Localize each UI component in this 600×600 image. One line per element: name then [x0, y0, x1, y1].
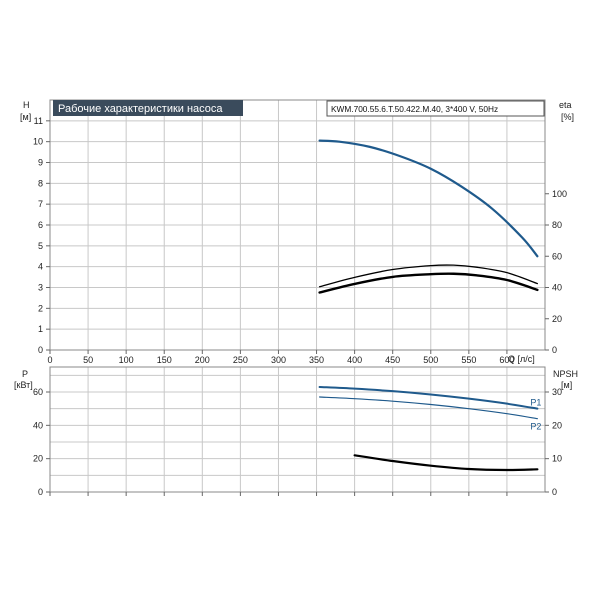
series-label-p2: P2	[530, 422, 541, 432]
head-tick-label: 2	[38, 303, 43, 313]
bottom-plot-frame	[49, 366, 546, 493]
x-tick-label: 250	[233, 355, 248, 365]
head-tick-label: 5	[38, 241, 43, 251]
x-tick-label: 150	[157, 355, 172, 365]
eta-axis-unit: [%]	[561, 112, 574, 122]
power-tick-label: 40	[33, 420, 43, 430]
x-tick-label: 50	[83, 355, 93, 365]
flow-axis-title: Q [л/с]	[508, 354, 535, 364]
npsh-tick-label: 10	[552, 454, 562, 464]
chart-title-box	[53, 100, 243, 116]
series-label-p1: P1	[530, 398, 541, 408]
x-tick-label: 100	[119, 355, 134, 365]
head-tick-label: 3	[38, 283, 43, 293]
x-tick-label: 400	[347, 355, 362, 365]
eta-tick-label: 60	[552, 251, 562, 261]
power-tick-label: 60	[33, 387, 43, 397]
eta-tick-label: 0	[552, 345, 557, 355]
top-series	[318, 139, 539, 294]
x-tick-label: 300	[271, 355, 286, 365]
head-tick-label: 9	[38, 158, 43, 168]
head-tick-label: 0	[38, 345, 43, 355]
power-axis-title: P	[22, 369, 28, 379]
head-tick-label: 6	[38, 220, 43, 230]
npsh-axis-title: NPSH	[553, 369, 578, 379]
eta-tick-label: 80	[552, 220, 562, 230]
efficiency-curve-lower	[318, 272, 539, 294]
npsh-tick-label: 30	[552, 387, 562, 397]
head-tick-label: 10	[33, 137, 43, 147]
eta-tick-label: 100	[552, 189, 567, 199]
model-box	[326, 100, 545, 117]
eta-tick-label: 40	[552, 283, 562, 293]
eta-axis-title: eta	[559, 100, 572, 110]
efficiency-curve-upper	[318, 264, 539, 288]
power-axis-unit: [кВт]	[14, 380, 33, 390]
power-p2-curve	[318, 396, 538, 420]
npsh-curve	[353, 454, 539, 472]
power-tick-label: 20	[33, 454, 43, 464]
x-tick-label: 500	[423, 355, 438, 365]
power-tick-label: 0	[38, 487, 43, 497]
chart-title: Рабочие характеристики насоса	[58, 103, 223, 115]
bottom-series: P1 P2	[318, 386, 541, 472]
eta-tick-label: 20	[552, 314, 562, 324]
npsh-tick-label: 0	[552, 487, 557, 497]
head-tick-label: 11	[34, 116, 43, 126]
head-curve	[318, 139, 539, 258]
npsh-axis-unit: [м]	[561, 380, 572, 390]
model-label: KWM.700.55.6.T.50.422.M.40, 3*400 V, 50H…	[331, 104, 498, 114]
x-tick-label: 0	[47, 355, 52, 365]
head-axis-unit: [м]	[20, 112, 31, 122]
bottom-axis-ticks: 0 20 40 60 0 10 20 30	[33, 387, 562, 497]
top-axis-ticks: 0 50 100 150 200 250 300 350 400 450 500 550 6000123…	[33, 116, 567, 365]
head-efficiency-panel: 0 50 100 150 200 250 300 350 400 450 500 550 6000123…	[20, 99, 574, 365]
power-npsh-panel: 0 20 40 60 0 10 20 30 P1 P2 P [кВт] NPSH [м]	[14, 366, 578, 497]
head-tick-label: 1	[38, 324, 43, 334]
x-tick-label: 350	[309, 355, 324, 365]
x-tick-label: 450	[385, 355, 400, 365]
head-tick-label: 4	[38, 262, 43, 272]
x-tick-label: 600	[499, 355, 514, 365]
head-axis-title: H	[23, 100, 30, 110]
power-p1-curve	[318, 386, 539, 410]
npsh-tick-label: 20	[552, 420, 562, 430]
x-tick-label: 550	[461, 355, 476, 365]
head-tick-label: 8	[38, 178, 43, 188]
x-tick-label: 200	[195, 355, 210, 365]
head-tick-label: 7	[38, 199, 43, 209]
